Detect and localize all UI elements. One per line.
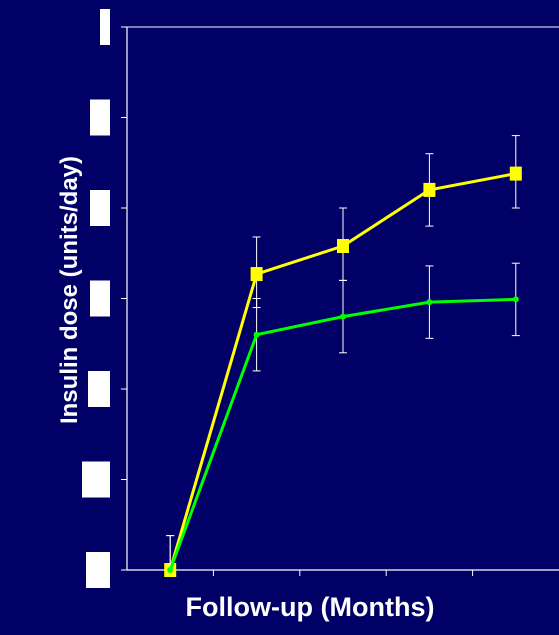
data-point [509,166,522,181]
y-tick-label-box [90,190,110,226]
data-point [253,331,260,338]
y-axis-label: Insulin dose (units/day) [56,155,83,425]
x-axis-label: Follow-up (Months) [185,592,435,622]
y-tick-label-box [88,371,110,407]
data-point [512,296,519,303]
data-point [250,267,263,282]
data-point [423,182,436,197]
y-tick-label-box [90,99,110,136]
y-axis-label-area: Insulin dose (units/day) [18,0,83,635]
y-tick-label-box [86,552,110,588]
y-tick-label-box [100,9,110,45]
data-point [167,567,174,573]
y-tick-label-box [90,280,110,317]
y-tick-label-box [82,461,110,498]
data-point [337,239,349,254]
data-point [426,299,433,306]
data-point [340,313,346,320]
